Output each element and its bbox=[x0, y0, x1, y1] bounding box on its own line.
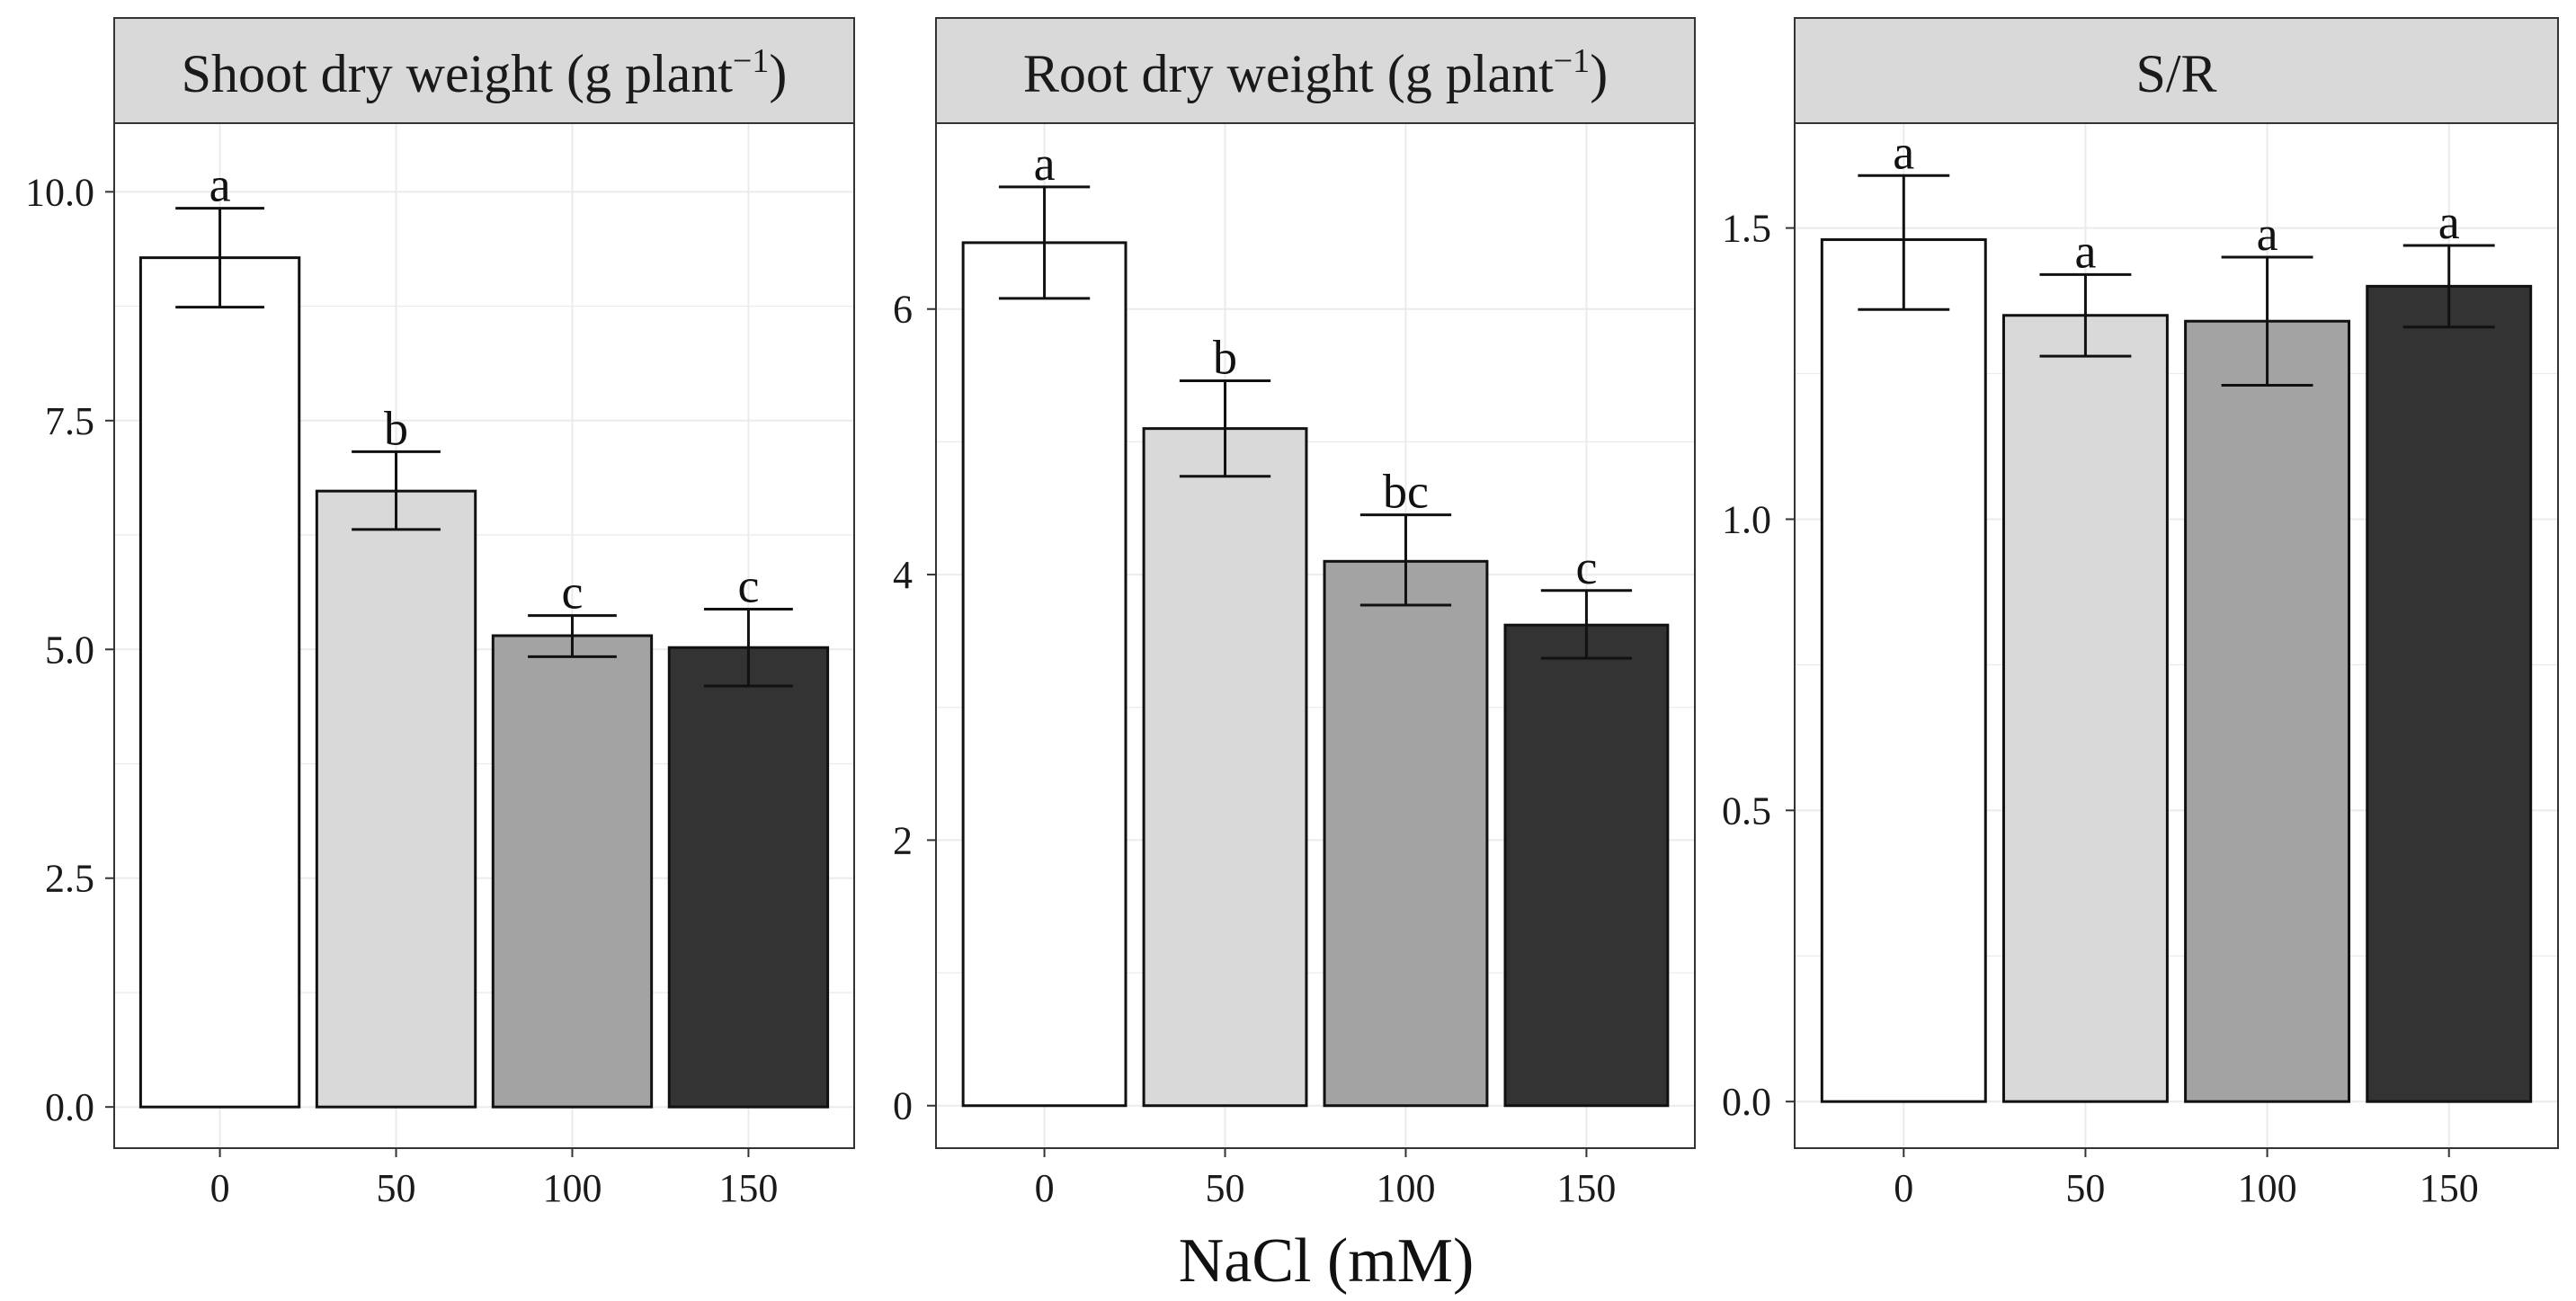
y-tick-label: 0.0 bbox=[45, 1085, 94, 1129]
facet-strip bbox=[935, 17, 1696, 124]
error-bar-50 bbox=[1179, 379, 1271, 478]
y-tick-label: 5.0 bbox=[45, 628, 94, 672]
panel-1: a b c c Shoot dry weight (g plant−1) 0.0 2.5 5.… bbox=[25, 17, 855, 1210]
y-tick-label: 0.0 bbox=[1722, 1080, 1771, 1124]
error-bar-150 bbox=[2402, 244, 2495, 329]
y-tick-label: 7.5 bbox=[45, 399, 94, 443]
x-tick-label: 0 bbox=[1894, 1166, 1913, 1210]
error-bar-0 bbox=[1858, 174, 1950, 311]
bar-150 bbox=[1503, 623, 1670, 1108]
significance-label: a bbox=[2257, 207, 2278, 261]
error-bar-0 bbox=[175, 207, 264, 309]
significance-label: b bbox=[1213, 330, 1237, 384]
facet-strip-label: S/R bbox=[2135, 44, 2216, 103]
error-bar-150 bbox=[704, 607, 793, 688]
error-bar-150 bbox=[1540, 589, 1633, 660]
facet-strip-label: Root dry weight (g plant−1) bbox=[1023, 42, 1608, 103]
x-axis-title: NaCl (mM) bbox=[1179, 1226, 1475, 1296]
significance-label: a bbox=[1893, 125, 1914, 179]
error-bar-50 bbox=[352, 450, 441, 531]
y-tick-label: 10.0 bbox=[25, 170, 94, 214]
significance-label: c bbox=[737, 558, 759, 612]
y-tick-label: 0 bbox=[893, 1084, 913, 1128]
facet-strip-label: Shoot dry weight (g plant−1) bbox=[182, 42, 788, 103]
bar-150 bbox=[2366, 284, 2533, 1103]
error-bar-100 bbox=[2221, 255, 2313, 387]
y-tick-label: 0.5 bbox=[1722, 789, 1771, 833]
bar-50 bbox=[315, 489, 477, 1109]
significance-label: b bbox=[384, 401, 408, 455]
y-tick-label: 2 bbox=[893, 818, 913, 862]
panel-2: a b bc c Root dry weight (g plant−1) 0 2 4 6 0 50 1… bbox=[893, 17, 1696, 1210]
x-tick-label: 50 bbox=[1206, 1166, 1245, 1210]
x-tick-label: 100 bbox=[2238, 1166, 2297, 1210]
significance-label: bc bbox=[1383, 465, 1429, 519]
error-bar-100 bbox=[1359, 513, 1452, 607]
panel-3: a a a a S/R 0.0 0.5 1.0 1.5 0 50 100 150 bbox=[1722, 17, 2559, 1210]
x-tick-label: 100 bbox=[1376, 1166, 1435, 1210]
y-tick-label: 6 bbox=[893, 288, 913, 332]
bar-0 bbox=[138, 256, 301, 1109]
x-tick-label: 100 bbox=[542, 1166, 602, 1210]
significance-label: c bbox=[1575, 540, 1597, 594]
bar-100 bbox=[1323, 559, 1489, 1108]
error-bar-0 bbox=[998, 185, 1091, 300]
significance-label: c bbox=[561, 566, 583, 619]
bar-0 bbox=[961, 241, 1128, 1108]
x-tick-label: 50 bbox=[2065, 1166, 2105, 1210]
x-tick-label: 150 bbox=[2420, 1166, 2479, 1210]
bar-150 bbox=[667, 646, 830, 1109]
facet-strip bbox=[1794, 17, 2559, 124]
x-tick-label: 0 bbox=[1035, 1166, 1055, 1210]
bar-50 bbox=[1142, 427, 1308, 1108]
bar-0 bbox=[1820, 238, 1987, 1103]
facet-strip bbox=[113, 17, 855, 124]
y-tick-label: 2.5 bbox=[45, 857, 94, 901]
significance-label: a bbox=[1034, 137, 1056, 191]
significance-label: a bbox=[2074, 224, 2096, 278]
significance-label: a bbox=[209, 158, 231, 212]
error-bar-50 bbox=[2039, 272, 2132, 358]
bar-100 bbox=[491, 634, 654, 1109]
y-tick-label: 4 bbox=[893, 553, 913, 597]
x-tick-label: 0 bbox=[210, 1166, 230, 1210]
x-tick-label: 150 bbox=[1556, 1166, 1616, 1210]
bar-50 bbox=[2001, 314, 2169, 1103]
bar-100 bbox=[2184, 319, 2351, 1103]
significance-label: a bbox=[2438, 195, 2460, 249]
y-tick-label: 1.0 bbox=[1722, 497, 1771, 541]
y-tick-label: 1.5 bbox=[1722, 207, 1771, 251]
x-tick-label: 150 bbox=[718, 1166, 778, 1210]
x-tick-label: 50 bbox=[377, 1166, 416, 1210]
error-bar-100 bbox=[528, 614, 617, 658]
